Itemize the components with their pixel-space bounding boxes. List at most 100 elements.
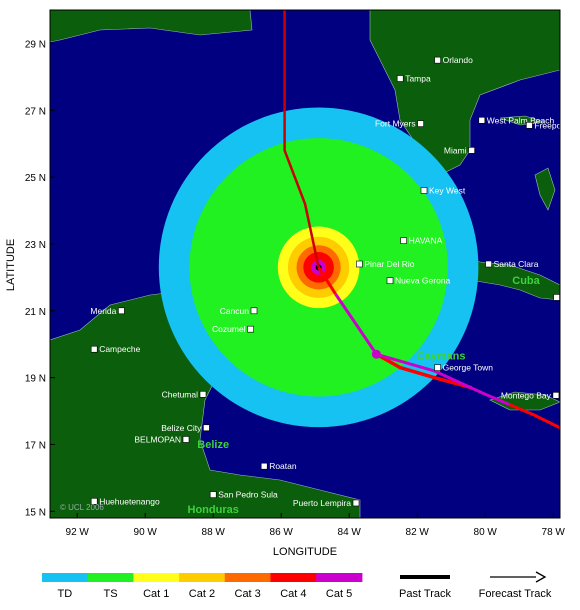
legend: TD TS Cat 1 Cat 2 Cat 3 Cat 4 Cat 5 Past Track F… — [42, 571, 552, 600]
city-label: Montego Bay — [501, 390, 552, 400]
city-marker: Freeport — [526, 120, 567, 130]
region-label: Honduras — [188, 504, 239, 516]
land-florida — [369, 10, 560, 176]
city-square-icon — [485, 260, 492, 268]
city-square-icon — [247, 325, 254, 333]
city-label: Key West — [429, 185, 466, 195]
city-marker: HAVANA — [400, 236, 443, 246]
city-marker: Cozumel — [212, 324, 254, 334]
forecast-track-cat5 — [334, 293, 510, 406]
y-tick-label: 25 N — [25, 173, 46, 184]
city-label: George Town — [443, 363, 494, 373]
city-label: Freeport — [534, 120, 567, 130]
city-label: Orlando — [443, 55, 474, 65]
city-marker: West Palm Beach — [478, 115, 555, 125]
legend-swatch-ts — [87, 573, 134, 582]
city-square-icon — [420, 187, 428, 194]
legend-swatch-cat-5 — [316, 573, 363, 582]
city-marker: Puerto Lempira — [293, 498, 360, 508]
city-marker: Nueva Gerona — [386, 276, 451, 286]
y-tick-label: 19 N — [25, 374, 46, 385]
city-marker: Miami — [444, 145, 475, 155]
x-tick-label: 82 W — [406, 527, 430, 538]
city-marker: Santa Clara — [485, 259, 539, 269]
legend-forecast-track-label: Forecast Track — [479, 588, 552, 600]
city-square-icon — [434, 56, 441, 64]
land-gulf-coast — [50, 10, 253, 43]
x-axis-ticks: 92 W 90 W 88 W 86 W 84 W 82 W 80 W 78 W — [66, 513, 565, 538]
city-label: Campeche — [99, 344, 140, 354]
city-label: BELMOPAN — [134, 434, 181, 444]
land-bahamas-2 — [534, 167, 556, 211]
city-square-icon — [552, 392, 560, 399]
city-marker: Fort Myers — [375, 119, 424, 129]
x-tick-label: 90 W — [134, 527, 158, 538]
land-jamaica — [489, 391, 560, 411]
city-marker: Huehuetenango — [90, 496, 160, 506]
land-bahamas — [499, 115, 546, 126]
city-label: Camaguey — [562, 292, 580, 302]
city-label: Merida — [90, 306, 116, 316]
city-label: Miami — [444, 145, 467, 155]
city-square-icon — [118, 307, 125, 315]
x-tick-label: 88 W — [202, 527, 226, 538]
city-square-icon — [209, 491, 217, 498]
city-label: Roatan — [269, 461, 297, 471]
city-square-icon — [203, 424, 210, 432]
forecast-track-cat4 — [317, 266, 337, 295]
x-tick-label: 84 W — [338, 527, 362, 538]
y-tick-label: 17 N — [25, 440, 46, 451]
y-tick-label: 23 N — [25, 240, 46, 251]
legend-label: Cat 1 — [143, 588, 169, 600]
x-tick-label: 80 W — [474, 527, 498, 538]
city-square-icon — [478, 116, 486, 124]
past-track-line — [283, 10, 320, 268]
city-marker: Tampa — [396, 74, 431, 84]
watermark: © UCL 2006 — [60, 503, 104, 512]
city-square-icon — [417, 120, 424, 127]
city-square-icon — [260, 462, 268, 470]
city-label: Nueva Gerona — [395, 276, 451, 286]
y-tick-label: 27 N — [25, 106, 46, 117]
city-square-icon — [199, 391, 207, 398]
city-label: San Pedro Sula — [218, 490, 278, 500]
forecast-point — [371, 349, 381, 359]
city-label: Santa Clara — [494, 259, 539, 269]
city-label: Tampa — [405, 74, 431, 84]
city-label: West Palm Beach — [487, 115, 555, 125]
city-marker: Key West — [420, 185, 466, 195]
region-labels: Cuba Caymans Belize Honduras — [188, 275, 541, 516]
city-square-icon — [434, 364, 441, 371]
city-label: HAVANA — [409, 236, 443, 246]
city-square-icon — [90, 497, 98, 505]
city-square-icon — [526, 122, 533, 129]
city-square-icon — [182, 436, 190, 443]
city-label: Belize City — [161, 423, 202, 433]
city-label: Chetumal — [162, 389, 198, 399]
city-marker: Orlando — [434, 55, 474, 65]
city-square-icon — [250, 307, 258, 315]
legend-swatch-cat-2 — [179, 573, 226, 582]
legend-past-track-label: Past Track — [399, 588, 451, 600]
legend-label: Cat 2 — [189, 588, 215, 600]
city-marker: BELMOPAN — [134, 434, 190, 444]
legend-label: Cat 3 — [235, 588, 261, 600]
city-marker: Roatan — [260, 461, 297, 471]
city-square-icon — [386, 277, 394, 285]
city-marker: Belize City — [161, 423, 210, 433]
legend-label: Cat 4 — [280, 588, 306, 600]
city-marker: Pinar Del Rio — [356, 259, 415, 269]
city-square-icon — [400, 237, 407, 244]
plot-frame — [49, 9, 561, 519]
city-marker: San Pedro Sula — [209, 490, 278, 500]
city-marker: Cancun — [220, 306, 258, 316]
city-marker: Merida — [90, 306, 125, 316]
city-square-icon — [90, 345, 98, 353]
legend-swatch-td — [42, 573, 89, 582]
city-marker: Montego Bay — [501, 390, 560, 400]
city-label: Cozumel — [212, 324, 246, 334]
y-tick-label: 15 N — [25, 507, 46, 518]
legend-swatch-cat-4 — [270, 573, 317, 582]
forecast-track-cat4-tail — [375, 352, 473, 390]
city-markers: Orlando Tampa West Palm Beach Fort Myers Fre… — [90, 55, 580, 508]
